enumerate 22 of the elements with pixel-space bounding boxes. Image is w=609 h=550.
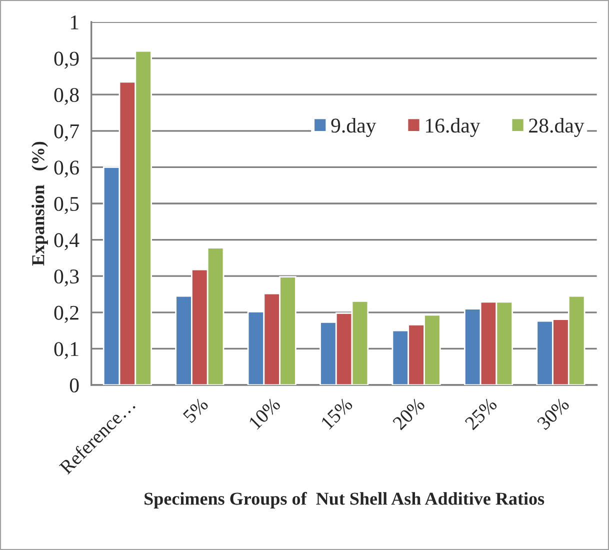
y-tick-label: 0,3 [54,269,79,287]
y-tick-label: 0,8 [54,88,79,106]
y-tick-label: 0,2 [54,306,78,323]
y-tick-label: 0,1 [54,342,78,360]
x-tick-label: 20% [392,396,426,430]
legend-label: 9.day [331,118,376,137]
legend-label: 16.day [426,118,480,137]
x-tick-label: 25% [464,396,498,430]
y-tick-label: 0,7 [54,124,79,142]
y-tick-label: 1 [70,15,78,30]
x-tick-label: 10% [248,396,282,430]
y-tick-label: 0,6 [54,160,79,178]
x-tick-label: 5% [182,396,209,424]
y-tick-label: 0,9 [54,52,79,69]
x-axis-title: Specimens Groups of Nut Shell Ash Additive Ratios [144,492,544,508]
y-tick-label: 0,4 [54,233,80,250]
legend-label: 28.day [529,118,584,137]
x-tick-label: 30% [536,396,570,430]
x-tick-label: 15% [320,396,354,430]
y-tick-label: 0,5 [54,196,79,214]
y-axis-title: Expansion (%) [32,142,48,266]
y-tick-label: 0 [70,378,79,392]
